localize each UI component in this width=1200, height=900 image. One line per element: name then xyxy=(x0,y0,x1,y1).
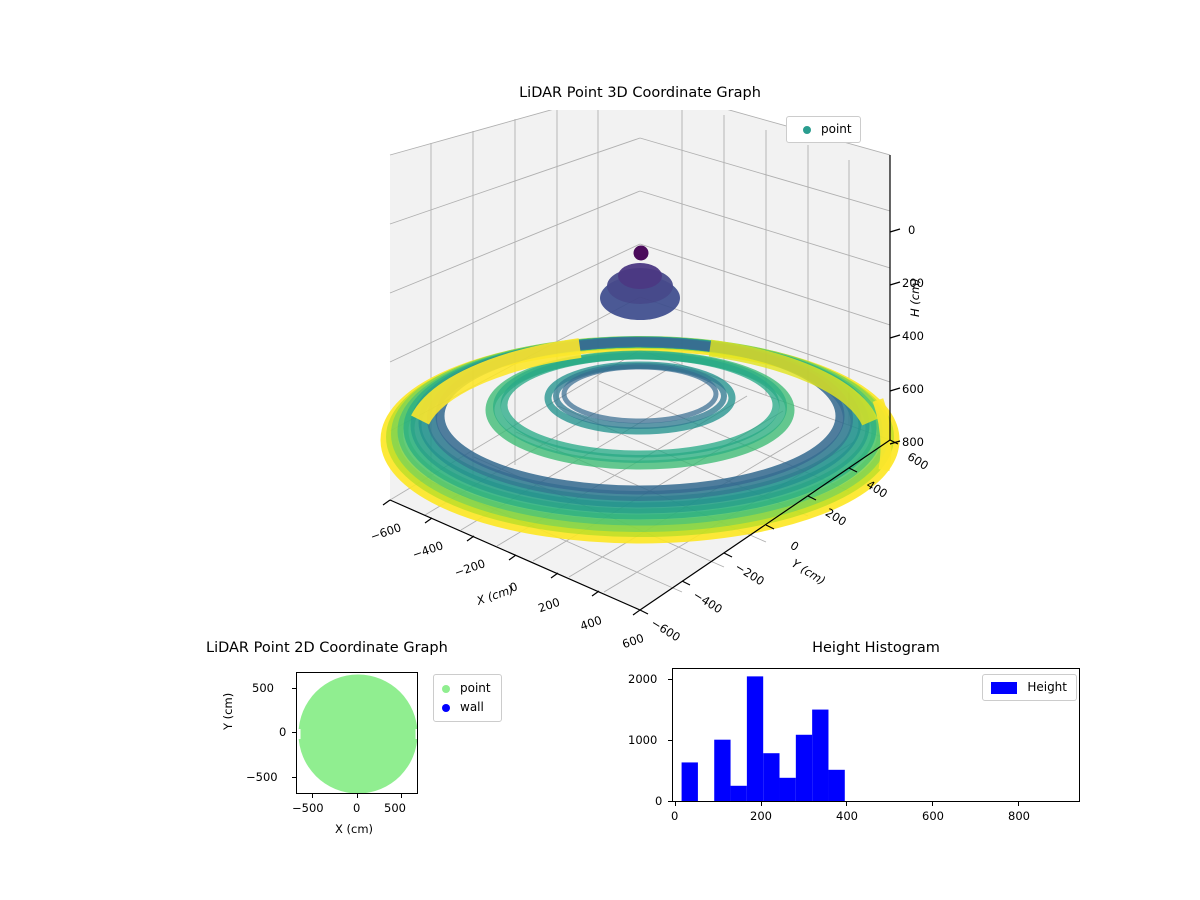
plot3d-title: LiDAR Point 3D Coordinate Graph xyxy=(519,85,761,101)
histogram-bar xyxy=(828,769,845,801)
plot2d-legend[interactable]: point wall xyxy=(433,674,502,722)
hist-xtick-1: 200 xyxy=(750,809,772,823)
hist-ytickmark-2 xyxy=(668,679,672,681)
hist-xtick-4: 800 xyxy=(1008,809,1030,823)
hist-ytick-1: 1000 xyxy=(628,733,658,747)
histogram-bar xyxy=(746,676,764,801)
hist-ytickmark-0 xyxy=(668,801,672,803)
plot2d-xlabel: X (cm) xyxy=(335,822,374,836)
plot2d-ytick-1: 0 xyxy=(279,725,287,739)
hist-ytick-2: 2000 xyxy=(628,672,658,686)
point-cloud-3d xyxy=(380,245,900,544)
histogram-legend[interactable]: Height xyxy=(982,674,1077,701)
height-histogram-axes: Height Histogram 0 1000 2000 0 200 400 6… xyxy=(628,640,1080,823)
histogram-bar xyxy=(795,734,813,801)
histogram-bar xyxy=(779,777,796,801)
left-notch xyxy=(297,729,301,739)
hist-ytick-0: 0 xyxy=(655,794,663,808)
plot3d-ztick-0: 0 xyxy=(908,223,916,237)
histogram-bar xyxy=(730,785,747,801)
histogram-canvas xyxy=(681,676,845,802)
plot3d-canvas xyxy=(380,110,901,616)
lidar-2d-axes: LiDAR Point 2D Coordinate Graph 500 0 −5… xyxy=(206,640,502,836)
hist-xtickmark-3 xyxy=(932,802,934,806)
legend-label-height: Height xyxy=(1027,680,1067,694)
plot2d-ytickmark-2 xyxy=(292,777,296,779)
legend-label-point: point xyxy=(460,681,491,695)
hist-xtickmark-0 xyxy=(675,802,677,806)
plot2d-ylabel: Y (cm) xyxy=(221,692,235,730)
point-marker-icon xyxy=(442,684,450,693)
plot3d-xtick-6: 600 xyxy=(620,630,646,652)
legend-entry-height[interactable]: Height xyxy=(983,680,1067,695)
plot2d-ytickmark-0 xyxy=(292,688,296,690)
histogram-bar xyxy=(714,739,731,801)
histogram-title: Height Histogram xyxy=(812,640,940,656)
hist-xtick-3: 600 xyxy=(922,809,944,823)
plot2d-xtickmark-1 xyxy=(357,794,359,798)
legend-label-point: point xyxy=(821,122,852,136)
hist-xtickmark-2 xyxy=(846,802,848,806)
plot3d-ztick-2: 400 xyxy=(902,329,924,343)
plot2d-canvas xyxy=(297,674,417,793)
hist-xtickmark-4 xyxy=(1018,802,1020,806)
plot2d-ytickmark-1 xyxy=(292,732,296,734)
hist-xtick-0: 0 xyxy=(671,809,679,823)
plot2d-ytick-2: −500 xyxy=(246,770,278,784)
height-bar-icon xyxy=(991,681,1018,694)
legend-entry-point[interactable]: point xyxy=(795,122,852,137)
lidar-3d-axes: LiDAR Point 3D Coordinate Graph xyxy=(330,85,950,651)
legend-entry-wall[interactable]: wall xyxy=(434,700,491,715)
hist-xtick-2: 400 xyxy=(836,809,858,823)
plot2d-xtick-2: 500 xyxy=(384,801,406,815)
hist-xtickmark-1 xyxy=(761,802,763,806)
histogram-bar xyxy=(698,801,714,802)
plot2d-title: LiDAR Point 2D Coordinate Graph xyxy=(206,640,448,656)
point-disk xyxy=(298,674,417,793)
point-marker-icon xyxy=(803,125,811,134)
wall-marker-icon xyxy=(442,703,450,712)
plot2d-xtick-1: 0 xyxy=(353,801,361,815)
plot2d-xtick-0: −500 xyxy=(292,801,324,815)
plot3d-legend[interactable]: point xyxy=(786,116,861,143)
hist-ytickmark-1 xyxy=(668,740,672,742)
plot3d-zlabel: H (cm) xyxy=(908,278,922,317)
histogram-bars xyxy=(681,676,845,802)
right-notch xyxy=(415,729,417,739)
plot3d-ztick-1: 200 xyxy=(902,276,924,290)
legend-entry-point[interactable]: point xyxy=(434,681,491,696)
histogram-bar xyxy=(763,753,780,801)
plot2d-frame xyxy=(296,672,418,794)
plot2d-ytick-0: 500 xyxy=(252,681,274,695)
plot2d-xtickmark-2 xyxy=(401,794,403,798)
legend-label-wall: wall xyxy=(460,700,484,714)
plot2d-xtickmark-0 xyxy=(312,794,314,798)
histogram-bar xyxy=(681,762,698,801)
plot3d-ztick-4: 800 xyxy=(902,435,924,449)
plot3d-ztick-3: 600 xyxy=(902,382,924,396)
histogram-bar xyxy=(812,709,829,801)
